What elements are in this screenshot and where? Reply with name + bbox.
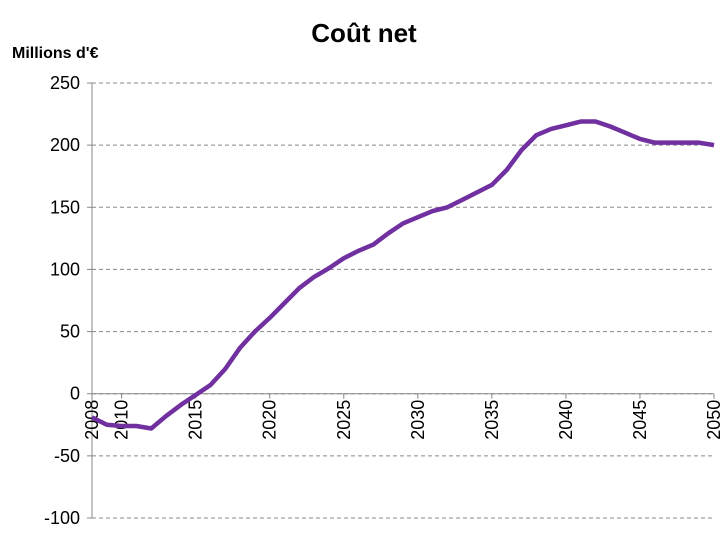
x-tick-label: 2035 bbox=[482, 400, 502, 440]
y-tick-label: -50 bbox=[54, 446, 80, 466]
x-tick-label: 2045 bbox=[630, 400, 650, 440]
x-tick-label: 2025 bbox=[334, 400, 354, 440]
x-tick-label: 2030 bbox=[408, 400, 428, 440]
y-tick-label: 200 bbox=[50, 135, 80, 155]
y-tick-label: 150 bbox=[50, 197, 80, 217]
y-axis-label: Millions d'€ bbox=[12, 45, 99, 62]
x-tick-label: 2010 bbox=[112, 400, 132, 440]
x-tick-label: 2040 bbox=[556, 400, 576, 440]
y-tick-label: 0 bbox=[70, 384, 80, 404]
chart-title: Coût net bbox=[311, 18, 417, 48]
x-tick-label: 2020 bbox=[260, 400, 280, 440]
y-tick-label: -100 bbox=[44, 508, 80, 528]
data-line bbox=[90, 119, 715, 431]
x-tick-label: 2050 bbox=[704, 400, 724, 440]
y-tick-label: 100 bbox=[50, 259, 80, 279]
y-tick-label: 250 bbox=[50, 73, 80, 93]
x-tick-label: 2015 bbox=[186, 400, 206, 440]
y-tick-label: 50 bbox=[60, 322, 80, 342]
